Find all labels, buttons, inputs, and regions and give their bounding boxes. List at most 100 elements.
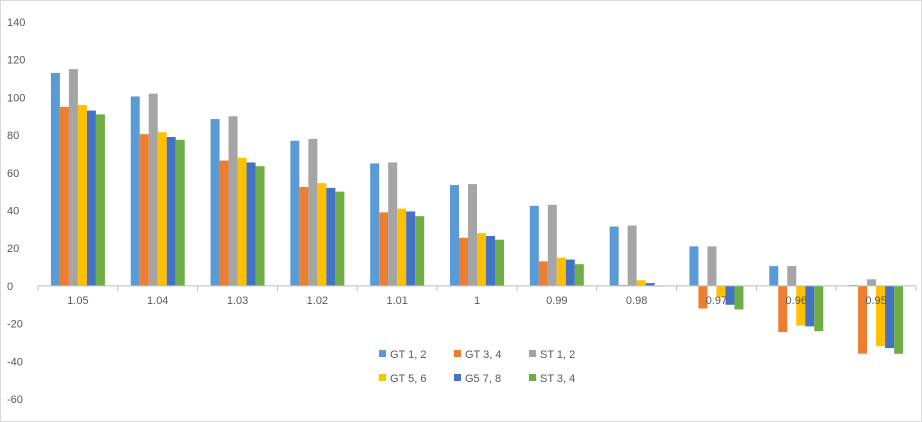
y-tick-label: 0: [7, 281, 13, 293]
legend-swatch: [454, 374, 461, 381]
bar: [68, 69, 78, 286]
bar: [636, 280, 646, 286]
bar: [388, 162, 398, 286]
bar: [290, 140, 300, 286]
x-tick-label: 1.04: [147, 295, 168, 307]
legend-swatch: [529, 350, 536, 357]
x-tick-label: 0.99: [546, 295, 567, 307]
bar: [219, 160, 229, 286]
bar: [495, 239, 504, 286]
bar: [59, 106, 69, 286]
legend-label: ST 3, 4: [540, 373, 575, 385]
x-tick-label: 0.97: [706, 295, 727, 307]
bar: [734, 285, 744, 310]
y-axis: -60 -40 -20 0 20 40 60 80 100 120 140: [7, 17, 25, 406]
bar: [317, 183, 327, 286]
bar: [86, 110, 96, 286]
bar: [130, 96, 140, 286]
x-tick-label: 1.02: [307, 295, 328, 307]
legend: GT 1, 2 GT 3, 4 ST 1, 2 GT 5, 6 G5 7, 8 ST 3,…: [379, 349, 575, 385]
x-tick-label: 1.01: [386, 295, 407, 307]
y-tick-label: -60: [7, 394, 23, 406]
bar: [716, 285, 726, 298]
legend-label: ST 1, 2: [540, 349, 575, 361]
bar: [415, 216, 425, 286]
bar: [556, 257, 566, 286]
bar: [858, 285, 868, 354]
bar: [698, 285, 708, 309]
y-tick-label: -40: [7, 356, 23, 368]
bar: [326, 187, 336, 286]
bar: [299, 186, 309, 286]
bar: [95, 114, 105, 286]
legend-label: G5 7, 8: [465, 373, 501, 385]
bar: [529, 205, 539, 286]
bar: [609, 226, 619, 286]
y-tick-label: -20: [7, 319, 23, 331]
bar: [379, 212, 389, 286]
bar: [725, 285, 735, 305]
bar: [237, 157, 247, 286]
bar: [255, 166, 265, 286]
y-tick-label: 140: [7, 17, 25, 29]
legend-label: GT 5, 6: [390, 373, 426, 385]
bar: [335, 191, 345, 286]
bar: [574, 264, 584, 286]
x-tick-label: 0.95: [865, 295, 886, 307]
x-tick-label: 0.98: [626, 295, 647, 307]
y-tick-label: 80: [7, 130, 19, 142]
bar: [538, 261, 548, 286]
y-tick-label: 40: [7, 206, 19, 218]
y-tick-label: 120: [7, 55, 25, 67]
bar: [246, 162, 256, 286]
bar: [370, 163, 380, 286]
bar: [707, 246, 717, 286]
bar: [148, 93, 158, 286]
bar: [565, 259, 575, 286]
bar: [406, 211, 416, 286]
bar: [645, 283, 655, 286]
bar: [486, 235, 495, 286]
bar: [157, 132, 167, 286]
legend-swatch: [379, 350, 386, 357]
bar: [397, 208, 407, 286]
bar: [787, 266, 797, 286]
bars: [50, 69, 904, 354]
bar: [166, 136, 176, 286]
bar: [308, 138, 318, 286]
x-axis: 1.05 1.04 1.03 1.02 1.01 1 0.99 0.98 0.97 0.96 0.9…: [37, 285, 917, 307]
x-tick-label: 1.03: [227, 295, 248, 307]
bar: [139, 134, 149, 286]
legend-swatch: [379, 374, 386, 381]
bar: [814, 285, 824, 332]
x-tick-label: 0.96: [786, 295, 807, 307]
y-tick-label: 100: [7, 92, 25, 104]
bar: [468, 184, 477, 286]
bar: [228, 116, 238, 286]
bar: [50, 72, 60, 286]
bar: [459, 237, 468, 286]
bar: [769, 266, 779, 286]
bar: [796, 285, 806, 326]
x-tick-label: 1.05: [67, 295, 88, 307]
y-tick-label: 60: [7, 168, 19, 180]
bar: [450, 185, 459, 286]
bar: [477, 233, 486, 286]
bar: [805, 285, 815, 327]
bar: [885, 285, 895, 349]
bar: [627, 225, 637, 286]
bar: [894, 285, 904, 354]
bar: [689, 246, 699, 286]
x-tick-label: 1: [474, 295, 480, 307]
bar: [547, 204, 557, 286]
bar: [77, 104, 87, 286]
legend-swatch: [454, 350, 461, 357]
bar: [175, 139, 185, 286]
bar: [778, 285, 788, 333]
bar: [876, 285, 886, 347]
legend-swatch: [529, 374, 536, 381]
bar: [210, 119, 220, 286]
y-tick-label: 20: [7, 243, 19, 255]
